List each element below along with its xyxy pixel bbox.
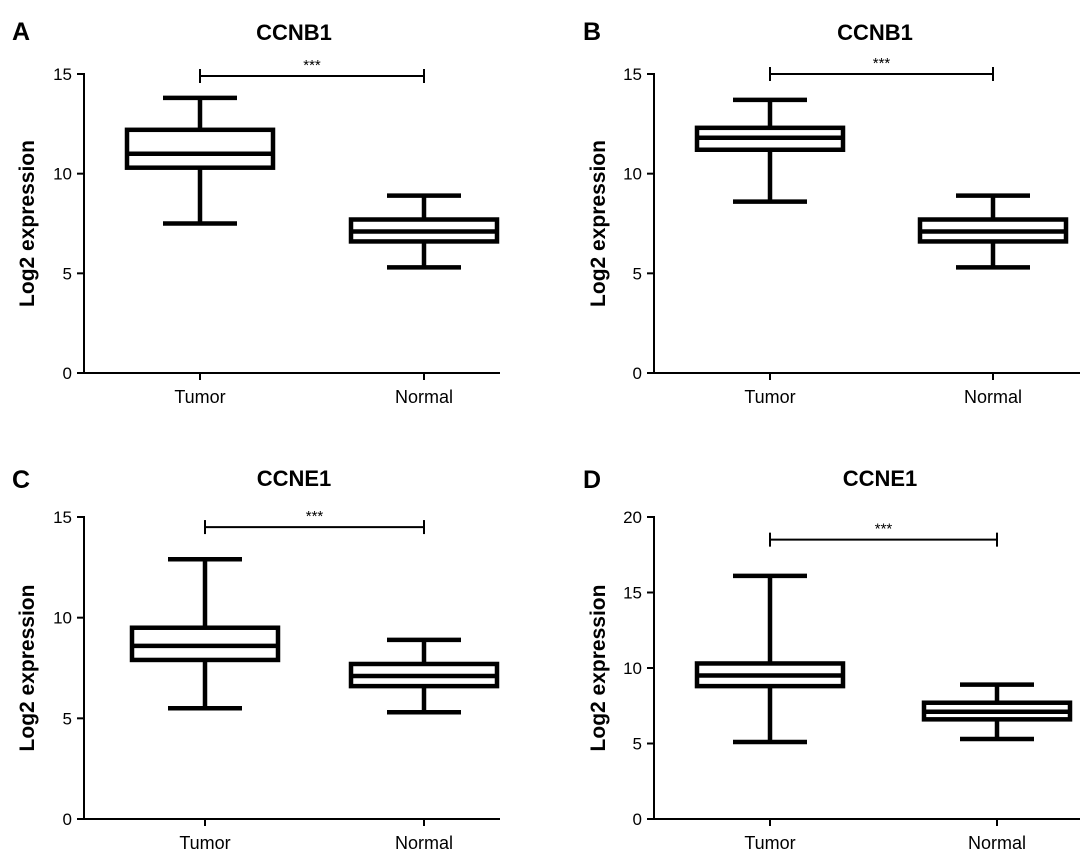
chart-title: CCNE1 [257,466,332,491]
y-tick-label: 10 [53,165,72,184]
y-tick-label: 0 [63,364,72,383]
y-tick-label: 0 [633,810,642,829]
panel-letter: B [583,18,601,46]
y-tick-label: 20 [623,508,642,527]
panel-letter: D [583,466,601,494]
x-tick-label: Normal [964,387,1022,407]
chart-panel-c: C CCNE1 Log2 expression 0 5 10 15 Tumor Normal **… [12,466,500,853]
box-normal [921,682,1073,742]
chart-title: CCNE1 [843,466,918,491]
x-tick-label: Normal [968,833,1026,853]
y-axis-label: Log2 expression [16,585,39,752]
y-tick-label: 0 [63,810,72,829]
y-tick-label: 5 [63,709,72,728]
y-tick-label: 15 [623,584,642,603]
y-tick-label: 5 [633,735,642,754]
x-tick-label: Normal [395,387,453,407]
y-tick-label: 10 [53,609,72,628]
significance-label: *** [306,508,324,525]
box-iqr [124,127,276,170]
y-tick-label: 5 [633,264,642,283]
panel-letter: C [12,466,30,494]
y-tick-label: 15 [623,65,642,84]
box-normal [348,193,500,270]
panel-letter: A [12,18,30,46]
box-tumor [694,573,846,745]
y-tick-label: 15 [53,65,72,84]
y-axis-label: Log2 expression [587,585,610,752]
significance-label: *** [303,57,321,74]
box-tumor [124,95,276,226]
x-tick-label: Tumor [179,833,230,853]
y-tick-label: 15 [53,508,72,527]
y-tick-label: 0 [633,364,642,383]
box-tumor [129,557,281,711]
y-axis-label: Log2 expression [587,140,610,307]
significance-label: *** [875,521,893,538]
box-normal [348,637,500,715]
y-axis-label: Log2 expression [16,140,39,307]
chart-panel-d: D CCNE1 Log2 expression 0 5 10 15 20 Tumor Normal… [583,466,1080,853]
y-tick-label: 10 [623,165,642,184]
chart-panel-b: B CCNB1 Log2 expression 0 5 10 15 Tumor Normal **… [583,18,1080,407]
box-normal [917,193,1069,270]
x-tick-label: Tumor [744,387,795,407]
x-tick-label: Tumor [744,833,795,853]
chart-title: CCNB1 [256,20,332,45]
x-tick-label: Normal [395,833,453,853]
significance-label: *** [873,55,891,72]
chart-title: CCNB1 [837,20,913,45]
chart-panel-a: A CCNB1 Log2 expression 0 5 10 15 Tumor Normal **… [12,18,500,407]
y-tick-label: 10 [623,659,642,678]
y-tick-label: 5 [63,264,72,283]
box-tumor [694,97,846,204]
x-tick-label: Tumor [174,387,225,407]
